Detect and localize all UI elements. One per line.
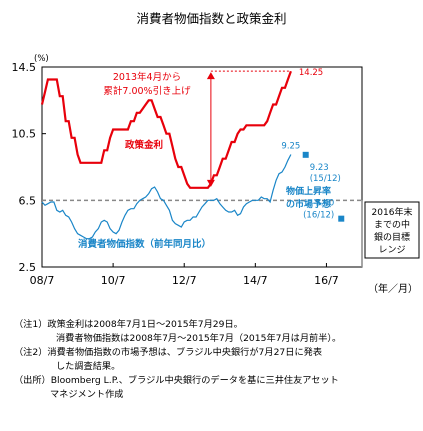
target-range-text: までの中 [374,219,410,231]
cpi-label: 消費者物価指数（前年同月比） [78,238,211,250]
note-2-cont: した調査結果。 [56,361,121,372]
forecast-point [338,215,345,222]
hike-arrow-head-down [206,179,215,187]
target-range-text: レンジ [378,246,405,256]
x-tick-label: 16/7 [314,274,339,287]
cpi-line [41,154,292,240]
chart-plot: (%) 2.5 6.5 10.5 14.5 08/7 10/7 12/7 14/7 16/7 （年／… [12,54,420,295]
policy-rate-label: 政策金利 [125,139,163,151]
hike-label: 累計7.00%引き上げ [103,85,191,97]
series-lines [40,70,292,240]
source-cont: マネジメント作成 [50,389,124,400]
hike-arrow-head-up [206,72,215,80]
target-range-box [364,201,420,259]
x-tick-label: 08/7 [30,274,55,287]
market-forecast-label: の市場予想 [286,198,331,210]
forecast-date-label: (16/12) [303,211,334,221]
policy-rate-line [40,70,292,189]
forecast-point [302,151,309,158]
y-tick-label: 6.5 [19,194,37,207]
x-tick-label: 10/7 [101,274,126,287]
x-tick-label: 14/7 [243,274,268,287]
y-unit: (%) [34,54,49,64]
y-tick-label: 2.5 [19,261,37,274]
target-range-text: 2016年末 [372,206,413,218]
policy-rate-last-value: 14.25 [299,68,323,78]
y-tick-label: 10.5 [12,128,37,141]
plot-frame [41,66,363,268]
forecast-date-label: (15/12) [310,174,341,184]
y-tick-label: 14.5 [12,61,37,74]
annotations: 9.23(15/12) 5.40 (16/12) 14.25 9.25 政策金利消費者物価… [78,68,345,250]
source: （出所）Bloomberg L.P.、ブラジル中央銀行のデータを基に三井住友アセ… [14,375,339,386]
note-1: （注1）政策金利は2008年7月1日～2015年7月29日。 [14,319,243,330]
x-tick-label: 12/7 [172,274,197,287]
market-forecast-label: 物価上昇率 [286,185,331,197]
forecast-value-label: 5.40 [315,199,334,209]
x-unit: （年／月） [368,282,418,295]
forecast-value-label: 9.23 [310,163,329,173]
hike-label-bg [92,68,202,98]
axes: (%) 2.5 6.5 10.5 14.5 08/7 10/7 12/7 14/7 16/7 （年／… [12,54,419,295]
footnotes: （注1）政策金利は2008年7月1日～2015年7月29日。 消費者物価指数は2… [14,318,414,402]
note-1-cont: 消費者物価指数は2008年7月～2015年7月（2015年7月は月前半）。 [56,333,342,344]
chart-title: 消費者物価指数と政策金利 [136,11,287,26]
note-2: （注2）消費者物価指数の市場予想は、ブラジル中央銀行が7月27日に発表 [14,347,323,358]
cpi-last-value: 9.25 [281,142,300,152]
hike-label: 2013年4月から [113,71,181,83]
target-range-text: 銀の目標 [374,231,410,243]
